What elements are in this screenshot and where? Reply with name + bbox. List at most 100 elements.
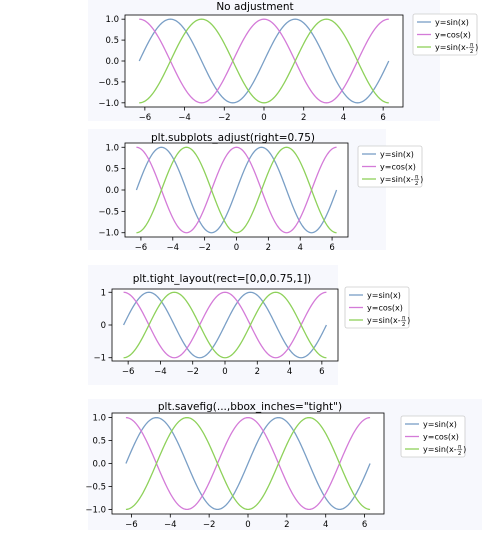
x-tick-label: 4 [341,113,346,123]
x-tick-label: 0 [245,520,250,530]
chart-title: plt.subplots_adjust(right=0.75) [151,132,315,144]
y-tick-label: 1.0 [105,143,119,153]
legend: y=sin(x) y=cos(x) y=sin(x-π2) [357,145,423,188]
series-line-2 [139,18,389,104]
chart-title: plt.tight_layout(rect=[0,0,0.75,1]) [133,273,312,285]
series-line-2 [123,291,327,359]
legend-label-2: y=cos(x) [435,31,471,40]
y-tick-label: 1.0 [92,414,106,424]
x-tick-label: 6 [362,520,367,530]
y-tick-label: 0.5 [105,165,119,175]
legend-fraction-den: 2 [458,451,462,457]
x-tick-label: 4 [298,243,303,253]
legend-label-3-suffix: ) [463,445,466,454]
legend-fraction-num: π [458,445,462,451]
legend: y=sin(x) y=cos(x) y=sin(x-π2) [412,13,478,56]
x-tick-label: −4 [167,243,180,253]
legend-fraction-num: π [402,316,406,322]
y-tick-label: −0.5 [98,207,119,217]
x-tick-label: 0 [261,113,266,123]
legend-label-3: y=sin(x- [435,43,469,52]
x-tick-label: −2 [218,113,231,123]
legend-label-3-suffix: ) [475,43,478,52]
y-tick-label: 0 [101,321,106,331]
legend-label-2: y=cos(x) [380,163,416,172]
x-tick-label: 6 [329,243,334,253]
legend-label-3: y=sin(x- [423,445,457,454]
series-line-3 [123,291,327,359]
y-tick-label: −0.5 [98,78,119,88]
x-tick-label: 6 [380,113,385,123]
series-line-2 [125,416,371,511]
x-tick-label: −4 [164,520,177,530]
y-tick-label: 0.0 [105,57,119,67]
series-line-3 [125,416,371,511]
x-tick-label: −6 [139,113,152,123]
legend-label-1: y=sin(x) [367,291,401,300]
x-tick-label: 2 [266,243,271,253]
legend-box [357,145,423,188]
y-tick-label: −1.0 [85,505,106,515]
legend-fraction-num: π [415,175,419,181]
y-tick-label: 0.5 [92,437,106,447]
x-tick-label: 6 [319,367,324,377]
legend-label-1: y=sin(x) [435,18,469,27]
legend-fraction-den: 2 [415,181,419,187]
series-line-2 [136,146,337,234]
series-line-1 [122,291,328,359]
legend-label-3-suffix: ) [407,316,410,325]
x-tick-label: 0 [234,243,239,253]
legend-label-3: y=sin(x- [380,175,414,184]
legend-fraction-den: 2 [402,322,406,328]
legend-fraction-num: π [470,43,474,49]
legend-label-2: y=cos(x) [367,304,403,313]
x-tick-label: −2 [198,243,211,253]
x-tick-label: −2 [203,520,216,530]
chart-title: No adjustment [216,1,293,13]
series-line-3 [139,18,389,104]
y-tick-label: −1.0 [98,99,119,109]
x-tick-label: −6 [135,243,148,253]
x-tick-label: −6 [122,367,135,377]
x-tick-label: 2 [284,520,289,530]
legend-label-3-suffix: ) [420,175,423,184]
y-tick-label: 0.0 [105,186,119,196]
legend-label-2: y=cos(x) [423,433,459,442]
series-line-1 [135,146,338,234]
y-tick-label: 1 [101,288,106,298]
subplot-1: No adjustment −6 −4 −2 0 2 4 6 −1.0 −0.5 0.0 0.5 1.0… [88,0,478,123]
x-tick-label: −4 [154,367,167,377]
x-tick-label: −2 [186,367,199,377]
y-tick-label: −1.0 [98,229,119,239]
x-tick-label: 4 [323,520,328,530]
y-tick-label: 0.0 [92,460,106,470]
legend-label-1: y=sin(x) [423,420,457,429]
x-tick-label: 4 [287,367,292,377]
x-tick-label: −6 [125,520,138,530]
legend-box [344,286,410,329]
legend-fraction-den: 2 [470,49,474,55]
x-tick-label: −4 [178,113,191,123]
subplot-2: plt.subplots_adjust(right=0.75) −6 −4 −2 0 2 4… [88,129,423,253]
y-tick-label: 1.0 [105,15,119,25]
y-tick-label: 0.5 [105,36,119,46]
legend: y=sin(x) y=cos(x) y=sin(x-π2) [344,286,410,329]
series-line-3 [136,146,337,234]
legend-label-1: y=sin(x) [380,150,414,159]
legend: y=sin(x) y=cos(x) y=sin(x-π2) [400,415,466,458]
legend-box [412,13,478,56]
x-tick-label: 0 [222,367,227,377]
x-tick-label: 2 [255,367,260,377]
subplot-3: plt.tight_layout(rect=[0,0,0.75,1]) −6 −4 −… [88,265,410,385]
series-line-1 [125,416,371,511]
series-line-1 [138,18,390,104]
x-tick-label: 2 [301,113,306,123]
y-tick-label: −0.5 [85,482,106,492]
chart-title: plt.savefig(...,bbox_inches="tight") [158,401,342,413]
subplot-4: plt.savefig(...,bbox_inches="tight") −6 −4… [85,399,482,530]
y-tick-label: −1 [93,354,106,364]
legend-label-3: y=sin(x- [367,316,401,325]
legend-box [400,415,466,458]
